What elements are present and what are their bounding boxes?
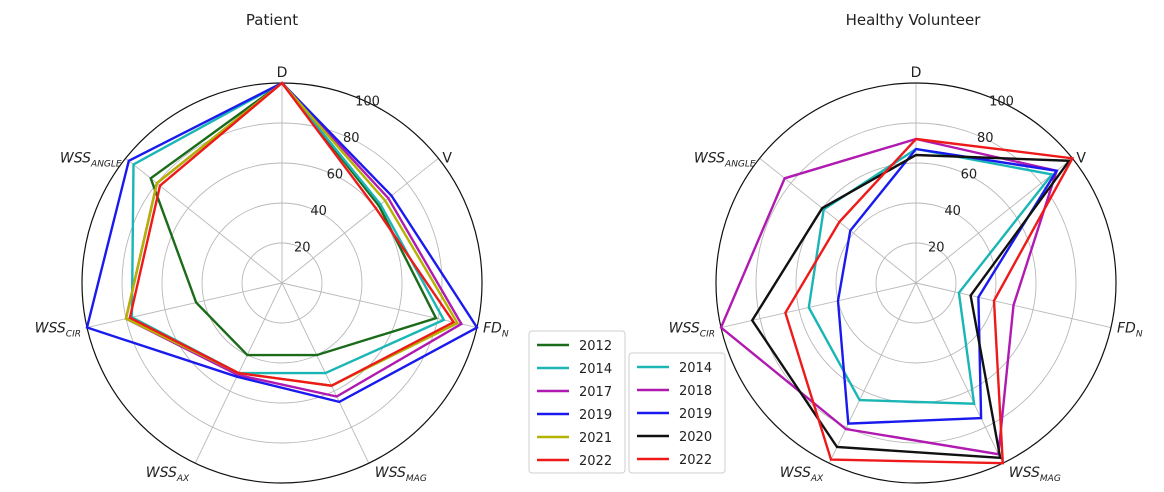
spoke-line — [915, 157, 1073, 284]
radial-tick-label: 20 — [928, 240, 945, 255]
axis-label-subscript: CIR — [700, 330, 715, 340]
radial-tick-label: 20 — [294, 240, 311, 255]
series-2022-line — [128, 81, 456, 387]
axis-label: WSSANGLE — [694, 150, 756, 169]
axis-label-main: WSS — [35, 321, 66, 337]
chart-title-healthy-volunteer: Healthy Volunteer — [846, 11, 982, 29]
radial-tick-label: 80 — [343, 131, 360, 146]
legend-box — [628, 352, 726, 474]
radial-tick-label: 60 — [961, 167, 978, 182]
axis-label-main: WSS — [1009, 465, 1040, 481]
series-2014-line — [807, 147, 1055, 405]
radial-tick-label: 40 — [944, 204, 961, 219]
legend-label: 2022 — [679, 453, 712, 468]
axis-label: WSSCIR — [669, 321, 715, 340]
radial-tick-label: 80 — [977, 131, 994, 146]
series-2022-line — [784, 137, 1075, 465]
radial-tick-label: 100 — [355, 94, 380, 109]
axis-label: WSSCIR — [35, 321, 81, 340]
chart-title-patient: Patient — [246, 11, 298, 29]
axis-label-main: V — [442, 150, 452, 166]
axis-label: FDN — [1117, 321, 1143, 340]
spoke-line — [720, 282, 917, 328]
axis-label-main: WSS — [694, 150, 725, 166]
legend-label: 2021 — [579, 431, 612, 446]
axis-label-subscript: MAG — [406, 474, 427, 484]
axis-label: WSSMAG — [375, 465, 427, 484]
axis-label-main: FD — [483, 321, 502, 337]
legend-label: 2022 — [579, 454, 612, 469]
radial-tick-label: 100 — [989, 94, 1014, 109]
spoke-line — [915, 282, 1004, 464]
legend-label: 2012 — [579, 339, 612, 354]
legend-label: 2019 — [579, 408, 612, 423]
axis-label: WSSANGLE — [60, 150, 122, 169]
radial-tick-label: 40 — [310, 204, 327, 219]
spoke-line — [86, 282, 283, 328]
legend-label: 2018 — [679, 384, 712, 399]
axis-label: D — [277, 65, 288, 81]
legend-label: 2019 — [679, 407, 712, 422]
radial-tick-label: 60 — [327, 167, 344, 182]
axis-label-main: FD — [1117, 321, 1136, 337]
axis-label-subscript: ANGLE — [90, 159, 122, 169]
outer-frame — [715, 82, 1117, 484]
radar-chart-healthy-volunteer: 20406080100DVFDNWSSMAGWSSAXWSSCIRWSSANGL… — [669, 65, 1143, 484]
axis-label-subscript: AX — [810, 474, 824, 484]
legend-label: 2014 — [679, 361, 712, 376]
axis-label-main: D — [911, 65, 922, 81]
axis-label-subscript: ANGLE — [724, 159, 756, 169]
series-2014-line — [130, 81, 446, 375]
radar-chart-patient: 20406080100DVFDNWSSMAGWSSAXWSSCIRWSSANGL… — [35, 65, 509, 484]
legend-label: 2020 — [679, 430, 712, 445]
spoke-line — [828, 282, 917, 464]
legend: 2012 2014 2017 2019 2021 2022 2014 2018 2019 2020… — [528, 330, 726, 474]
legend-label: 2014 — [579, 362, 612, 377]
axis-label: V — [1076, 150, 1086, 166]
legend-label: 2017 — [579, 385, 612, 400]
series-2012-line — [149, 81, 438, 357]
axis-label: WSSAX — [780, 465, 824, 484]
axis-label-main: D — [277, 65, 288, 81]
axis-label-subscript: AX — [176, 474, 190, 484]
axis-label: V — [442, 150, 452, 166]
axis-label-main: WSS — [375, 465, 406, 481]
axis-label: FDN — [483, 321, 509, 340]
series-2019-line — [836, 147, 1059, 425]
axis-label-main: V — [1076, 150, 1086, 166]
axis-label-subscript: N — [502, 330, 509, 340]
axis-label-main: WSS — [669, 321, 700, 337]
series-2019-line — [85, 81, 479, 404]
axis-label-subscript: MAG — [1040, 474, 1061, 484]
axis-label: WSSAX — [146, 465, 190, 484]
axis-label: D — [911, 65, 922, 81]
axis-label: WSSMAG — [1009, 465, 1061, 484]
series-2018-line — [719, 137, 1059, 456]
axis-label-main: WSS — [60, 150, 91, 166]
spoke-line — [281, 157, 439, 284]
axis-label-main: WSS — [146, 465, 177, 481]
series-2020-line — [750, 153, 1072, 460]
axis-label-subscript: CIR — [66, 330, 81, 340]
axis-label-subscript: N — [1136, 330, 1143, 340]
axis-label-main: WSS — [780, 465, 811, 481]
